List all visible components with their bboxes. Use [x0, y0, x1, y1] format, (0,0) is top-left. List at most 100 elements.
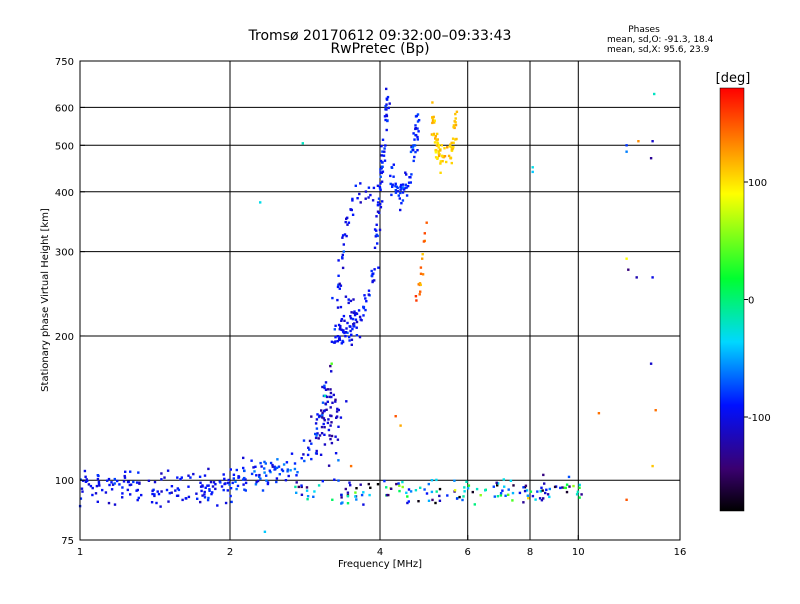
echo-point	[627, 268, 630, 271]
echo-point	[323, 443, 327, 446]
echo-point	[321, 411, 324, 415]
echo-point	[263, 530, 267, 533]
echo-point	[153, 494, 156, 498]
echo-point	[84, 480, 88, 483]
echo-point	[351, 197, 354, 201]
legend-line-o: mean, sd,O: -91.3, 18.4	[607, 35, 714, 45]
echo-point	[315, 418, 319, 421]
echo-point	[244, 478, 247, 481]
echo-point	[455, 110, 459, 113]
echo-point	[651, 464, 654, 468]
echo-point	[401, 199, 405, 202]
echo-point	[258, 473, 261, 477]
echo-point	[401, 485, 404, 489]
echo-point	[168, 492, 171, 495]
echo-point	[542, 473, 545, 477]
echo-point	[386, 119, 389, 123]
echo-point	[388, 102, 391, 105]
echo-point	[436, 132, 439, 136]
echo-point	[386, 95, 390, 99]
echo-point	[156, 490, 159, 493]
echo-point	[207, 496, 210, 500]
echo-point	[501, 489, 504, 492]
echo-point	[453, 479, 456, 482]
echo-point	[384, 105, 387, 108]
echo-point	[339, 416, 343, 419]
echo-point	[536, 490, 539, 493]
echo-point	[390, 166, 393, 169]
echo-point	[137, 471, 140, 474]
echo-point	[317, 437, 320, 440]
echo-point	[216, 504, 219, 507]
echo-point	[280, 468, 284, 471]
echo-point	[234, 480, 237, 483]
echo-point	[306, 498, 309, 501]
echo-point	[394, 191, 398, 194]
echo-point	[274, 467, 277, 471]
echo-point	[432, 132, 436, 136]
echo-point	[123, 474, 126, 478]
echo-point	[208, 489, 211, 492]
y-axis-label: Stationary phase Virtual Height [km]	[40, 208, 51, 392]
echo-point	[417, 283, 420, 286]
echo-point	[349, 208, 353, 211]
echo-point	[389, 174, 392, 178]
echo-point	[413, 138, 416, 141]
echo-point	[329, 414, 332, 417]
echo-point	[364, 197, 367, 200]
echo-point	[465, 480, 468, 483]
colorbar-tick-label: 100	[748, 178, 767, 189]
echo-point	[278, 473, 281, 476]
echo-point	[421, 257, 424, 260]
echo-point	[136, 498, 139, 502]
echo-point	[327, 418, 330, 421]
x-tick-label: 1	[77, 547, 83, 558]
echo-point	[243, 476, 246, 480]
echo-point	[438, 494, 441, 498]
echo-point	[195, 492, 198, 495]
echo-point	[410, 173, 413, 176]
echo-point	[223, 477, 226, 481]
echo-point	[324, 402, 327, 405]
echo-point	[545, 488, 548, 491]
echo-point	[526, 494, 529, 497]
y-tick-label: 600	[55, 103, 74, 114]
echo-point	[335, 415, 339, 418]
colorbar-label: [deg]	[716, 71, 751, 86]
echo-point	[97, 482, 101, 486]
echo-point	[578, 496, 581, 499]
echo-point	[355, 487, 358, 490]
echo-point	[340, 318, 344, 321]
echo-point	[542, 497, 545, 500]
echo-point	[597, 412, 601, 415]
echo-point	[264, 462, 267, 465]
echo-point	[504, 494, 507, 497]
echo-point	[252, 466, 255, 469]
echo-point	[86, 479, 89, 483]
echo-point	[318, 434, 322, 437]
echo-point	[461, 498, 464, 502]
echo-point	[438, 499, 442, 502]
echo-point	[345, 217, 348, 220]
echo-point	[538, 497, 542, 500]
echo-point	[523, 489, 527, 493]
echo-point	[414, 124, 417, 127]
echo-point	[95, 484, 99, 488]
echo-point	[431, 119, 435, 122]
echo-point	[414, 127, 417, 130]
echo-point	[415, 134, 418, 137]
echo-point	[314, 432, 317, 436]
echo-point	[413, 155, 416, 159]
echo-point	[364, 308, 367, 312]
echo-point	[364, 190, 368, 193]
echo-point	[319, 453, 323, 456]
echo-point	[377, 266, 380, 269]
echo-point	[331, 401, 334, 404]
echo-point	[423, 232, 426, 235]
echo-point	[350, 338, 354, 341]
echo-point	[430, 490, 434, 494]
echo-point	[381, 138, 385, 141]
echo-point	[372, 186, 376, 190]
echo-point	[326, 400, 329, 403]
echo-point	[176, 487, 179, 490]
